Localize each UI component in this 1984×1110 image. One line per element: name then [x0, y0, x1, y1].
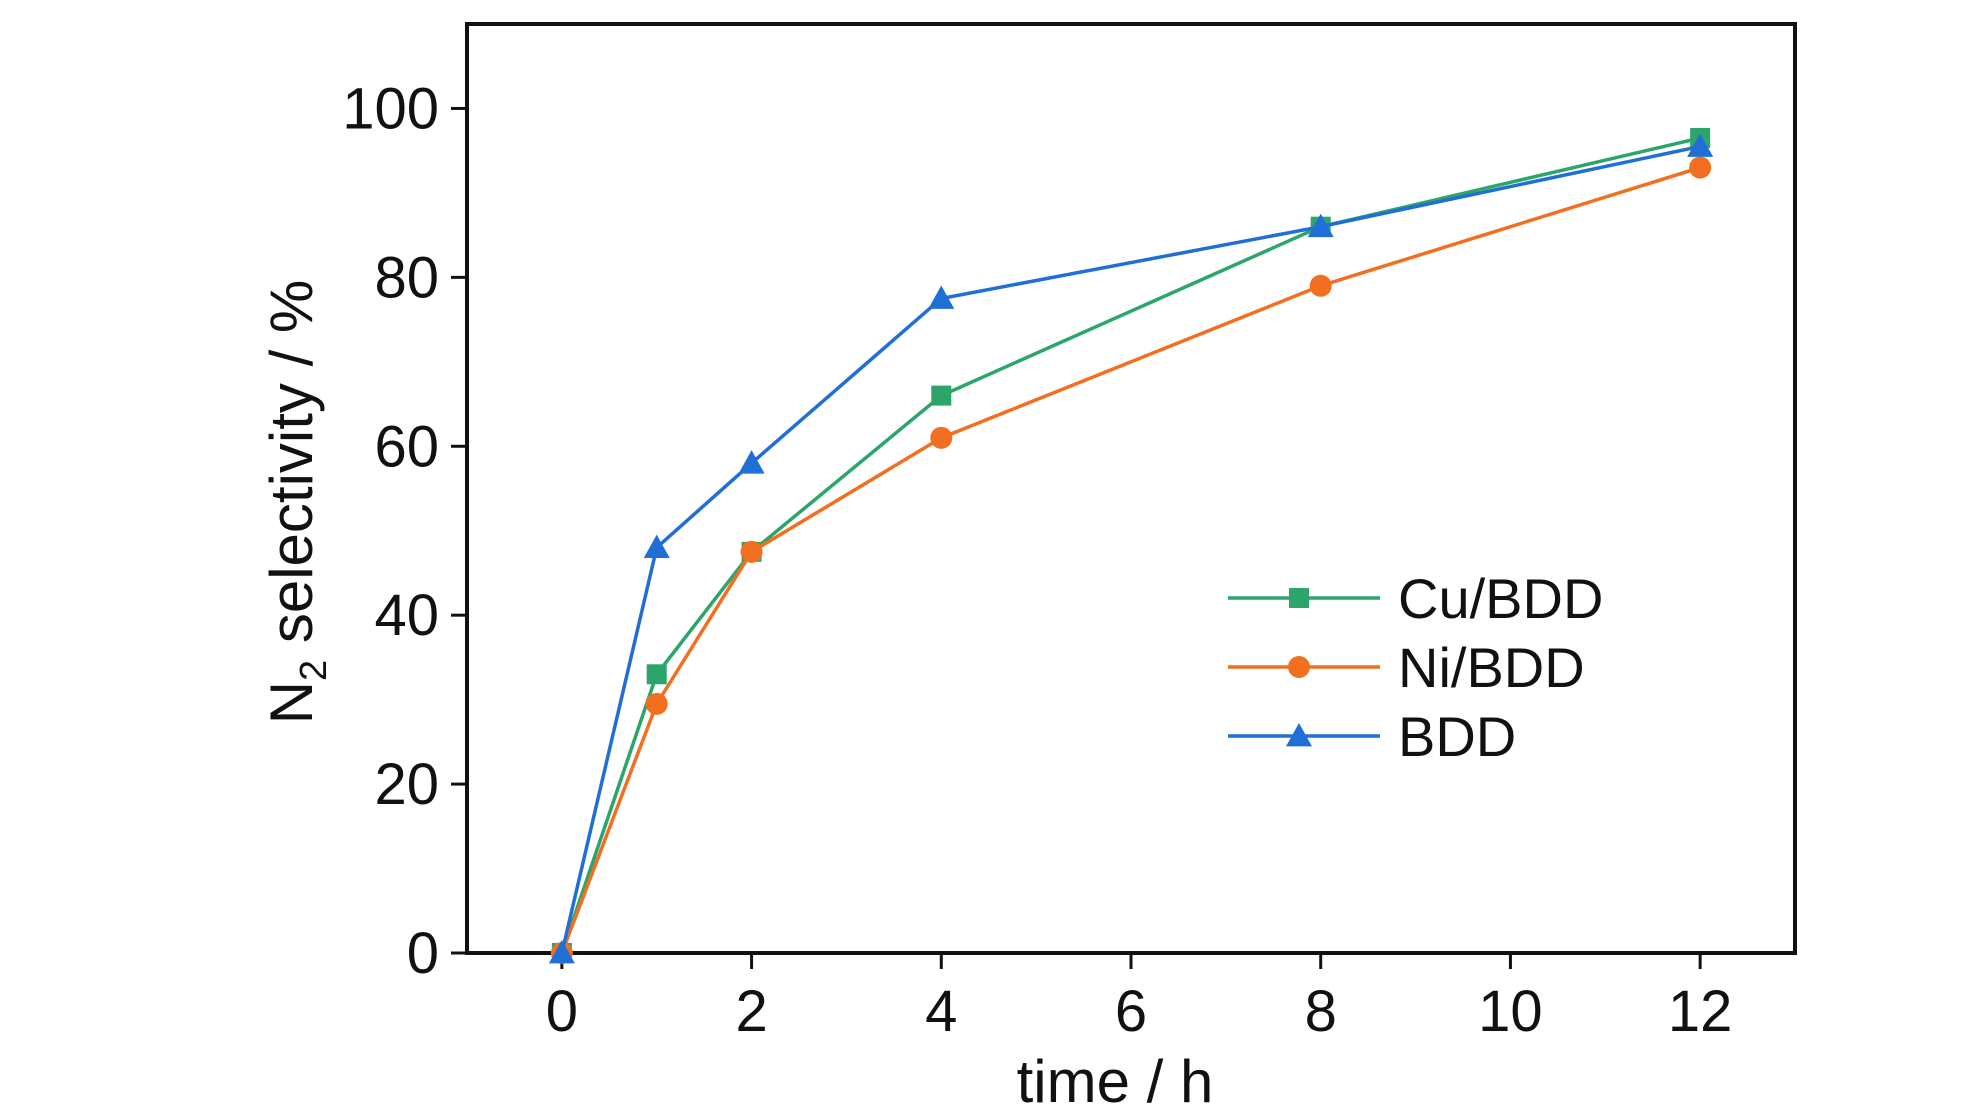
data-point	[548, 940, 575, 964]
data-point	[645, 692, 668, 715]
series-line	[560, 165, 1701, 954]
data-point	[928, 285, 955, 309]
x-axis: 0 2 4 6 8 10 12	[546, 953, 1733, 1044]
legend-item: Ni/BDD	[1228, 636, 1585, 699]
series-ni-bdd	[550, 156, 1712, 964]
x-tick-label: 8	[1305, 979, 1337, 1044]
y-axis-title: N2 selectivity / %	[258, 280, 335, 725]
legend-item: BDD	[1228, 705, 1516, 768]
data-point	[930, 426, 953, 449]
data-point	[740, 540, 763, 563]
plot-area	[548, 128, 1714, 964]
y-tick-label: 40	[374, 583, 439, 648]
data-point	[1689, 156, 1712, 179]
x-tick-label: 2	[735, 979, 767, 1044]
y-axis-title-rest: selectivity / %	[258, 280, 325, 660]
y-axis: 0 20 40 60 80 100	[342, 76, 467, 986]
y-tick-label: 20	[374, 752, 439, 817]
legend-marker	[1286, 723, 1312, 747]
series-bdd	[548, 133, 1714, 964]
x-tick-label: 12	[1668, 979, 1733, 1044]
legend-label: BDD	[1398, 705, 1516, 768]
data-point	[1307, 213, 1334, 238]
x-tick-label: 0	[546, 979, 578, 1044]
series-line	[560, 144, 1701, 954]
x-axis-title: time / h	[1017, 1048, 1214, 1110]
data-point	[646, 664, 667, 685]
legend-label: Cu/BDD	[1398, 567, 1603, 630]
data-point	[738, 450, 765, 474]
series-line	[560, 136, 1701, 954]
y-tick-label: 80	[374, 245, 439, 310]
y-tick-label: 100	[342, 76, 439, 141]
data-point	[931, 385, 952, 406]
y-axis-title-subscript: 2	[293, 660, 335, 681]
data-point	[1687, 133, 1714, 157]
x-tick-label: 4	[925, 979, 957, 1044]
y-tick-label: 0	[407, 921, 439, 986]
series-cu-bdd	[551, 128, 1711, 963]
legend-marker	[1288, 656, 1310, 678]
legend-marker	[1289, 588, 1309, 608]
data-point	[643, 534, 670, 559]
y-tick-label: 60	[374, 414, 439, 479]
data-point	[1309, 274, 1332, 297]
legend-label: Ni/BDD	[1398, 636, 1585, 699]
x-tick-label: 6	[1115, 979, 1147, 1044]
y-axis-title-main: N	[258, 681, 325, 724]
x-tick-label: 10	[1478, 979, 1543, 1044]
legend-item: Cu/BDD	[1228, 567, 1603, 630]
